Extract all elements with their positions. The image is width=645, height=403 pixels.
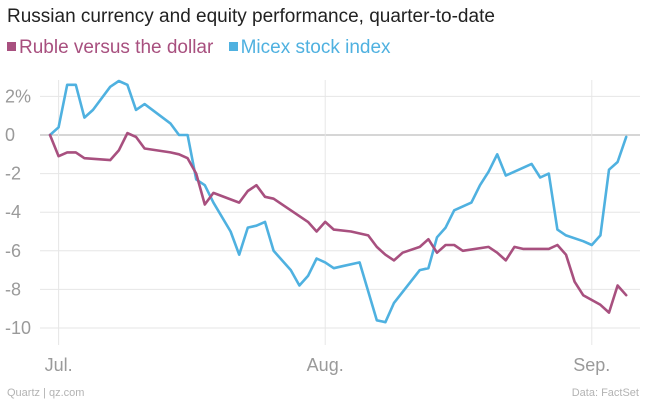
y-tick-label: -2 xyxy=(5,164,21,184)
y-tick-label: -10 xyxy=(5,318,31,338)
y-tick-label: 0 xyxy=(5,125,15,145)
legend-swatch-ruble xyxy=(7,42,16,51)
chart-legend: Ruble versus the dollar Micex stock inde… xyxy=(7,37,401,59)
series-line-ruble xyxy=(48,131,628,314)
legend-item-micex: Micex stock index xyxy=(228,37,391,59)
data-source: Data: FactSet xyxy=(571,387,639,399)
x-tick-label: Aug. xyxy=(307,355,344,375)
y-tick-label: -4 xyxy=(5,202,21,222)
y-tick-label: -8 xyxy=(5,279,21,299)
series-line-micex xyxy=(48,79,628,324)
x-tick-label: Sep. xyxy=(573,355,610,375)
x-tick-label: Jul. xyxy=(45,355,73,375)
y-tick-label: -6 xyxy=(5,241,21,261)
chart-title: Russian currency and equity performance,… xyxy=(7,6,495,27)
y-tick-label: 2% xyxy=(5,86,31,106)
legend-swatch-micex xyxy=(228,42,238,51)
legend-item-ruble: Ruble versus the dollar xyxy=(7,37,213,59)
legend-label-ruble: Ruble versus the dollar xyxy=(19,37,214,58)
source-credit: Quartz | qz.com xyxy=(7,387,85,399)
legend-label-micex: Micex stock index xyxy=(240,37,391,58)
